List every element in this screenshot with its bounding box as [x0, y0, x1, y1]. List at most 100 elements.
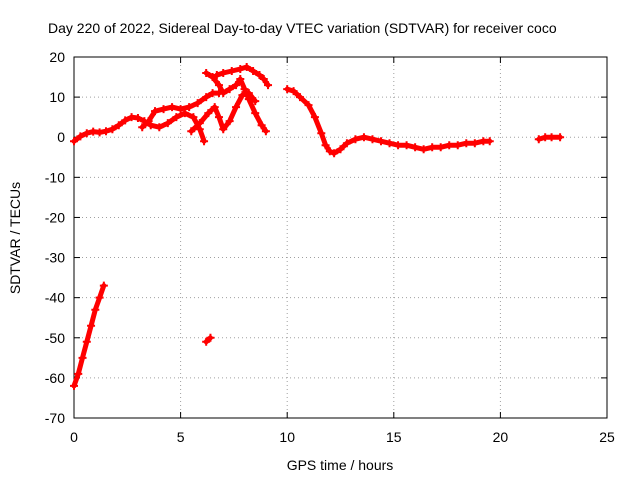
data-point: [244, 89, 253, 98]
data-point: [108, 125, 117, 134]
data-point: [227, 67, 236, 76]
data-point: [351, 135, 360, 144]
data-point: [259, 75, 268, 84]
data-point: [74, 369, 83, 378]
data-point: [204, 109, 213, 118]
data-point: [219, 89, 228, 98]
data-point: [202, 69, 211, 78]
data-point: [295, 93, 304, 102]
data-point: [336, 145, 345, 154]
data-point: [189, 113, 198, 122]
data-point: [210, 103, 219, 112]
data-point: [251, 109, 260, 118]
data-point: [238, 91, 247, 100]
data-point: [321, 141, 330, 150]
data-point: [249, 67, 258, 76]
data-point: [283, 85, 292, 94]
data-point: [445, 141, 454, 150]
series-arc-8: [70, 281, 108, 390]
data-point: [436, 143, 445, 152]
series-trace: [203, 70, 269, 134]
x-tick-label: 10: [279, 429, 295, 445]
y-tick-label: -10: [45, 169, 65, 185]
data-point: [159, 105, 168, 114]
plot-frame: [73, 56, 608, 419]
data-point: [236, 75, 245, 84]
y-axis: -70 -60 -50 -40 -30 -20 -10 0 10 20: [45, 49, 607, 426]
data-point: [82, 337, 91, 346]
data-point: [402, 141, 411, 150]
series-arc-3: [202, 69, 270, 136]
data-point: [232, 103, 241, 112]
data-point: [255, 71, 264, 80]
x-tick-label: 20: [493, 429, 509, 445]
y-tick-label: 10: [49, 89, 65, 105]
data-point: [219, 69, 228, 78]
y-tick-label: 20: [49, 49, 65, 65]
x-axis: 0 5 10 15 20 25: [70, 57, 615, 445]
data-point: [264, 81, 273, 90]
data-point: [114, 121, 123, 130]
data-point: [76, 132, 85, 141]
data-point: [133, 113, 142, 122]
data-point: [225, 85, 234, 94]
data-point: [206, 333, 215, 342]
data-point: [419, 145, 428, 154]
data-point: [155, 123, 164, 132]
data-point: [121, 116, 130, 125]
data-point: [91, 305, 100, 314]
data-point: [342, 139, 351, 148]
data-point: [202, 337, 211, 346]
data-point: [428, 143, 437, 152]
x-tick-label: 5: [177, 429, 185, 445]
data-point: [534, 135, 543, 144]
data-point: [251, 97, 260, 106]
data-point: [185, 103, 194, 112]
series-arc-6: [283, 85, 494, 158]
data-point: [240, 85, 249, 94]
data-point: [462, 139, 471, 148]
data-point: [163, 119, 172, 128]
data-point: [304, 101, 313, 110]
series-arc-4: [187, 89, 260, 136]
data-point: [394, 141, 403, 150]
data-point: [242, 63, 251, 72]
data-point: [138, 123, 147, 132]
data-point: [289, 87, 298, 96]
data-point: [70, 137, 78, 146]
y-tick-label: -30: [45, 250, 65, 266]
data-series: [70, 63, 565, 390]
data-point: [95, 293, 104, 302]
data-point: [219, 125, 228, 134]
x-tick-label: 0: [70, 429, 78, 445]
data-point: [168, 103, 177, 112]
data-point: [95, 128, 104, 137]
data-point: [547, 133, 556, 142]
data-point: [232, 81, 241, 90]
data-point: [82, 129, 91, 138]
data-point: [172, 113, 181, 122]
data-point: [470, 139, 479, 148]
series-arc-2: [138, 89, 223, 132]
data-point: [317, 129, 326, 138]
series-trace: [284, 86, 493, 156]
data-point: [556, 133, 565, 142]
data-point: [325, 147, 334, 156]
data-point: [214, 81, 223, 90]
x-tick-label: 15: [386, 429, 402, 445]
data-point: [87, 321, 96, 330]
data-point: [212, 71, 221, 80]
data-point: [411, 143, 420, 152]
data-point: [359, 133, 368, 142]
data-point: [78, 353, 87, 362]
data-point: [385, 139, 394, 148]
y-tick-label: 0: [57, 129, 65, 145]
series-arc-9: [202, 333, 215, 346]
data-point: [330, 149, 339, 158]
data-point: [146, 121, 155, 130]
data-point: [485, 137, 494, 146]
data-point: [236, 65, 245, 74]
x-axis-label: GPS time / hours: [287, 457, 394, 473]
series-arc-7: [534, 133, 565, 144]
